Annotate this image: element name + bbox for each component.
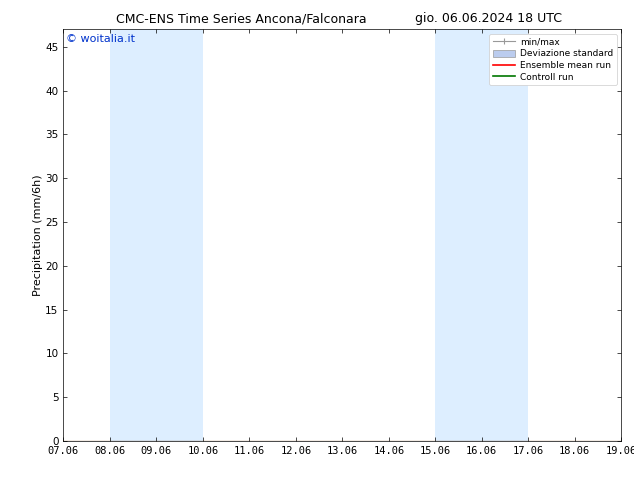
- Legend: min/max, Deviazione standard, Ensemble mean run, Controll run: min/max, Deviazione standard, Ensemble m…: [489, 34, 617, 85]
- Text: gio. 06.06.2024 18 UTC: gio. 06.06.2024 18 UTC: [415, 12, 562, 25]
- Bar: [110, 29, 157, 441]
- Bar: [436, 29, 482, 441]
- Bar: [621, 29, 634, 441]
- Text: CMC-ENS Time Series Ancona/Falconara: CMC-ENS Time Series Ancona/Falconara: [115, 12, 366, 25]
- Text: © woitalia.it: © woitalia.it: [66, 33, 135, 44]
- Bar: [157, 29, 203, 441]
- Y-axis label: Precipitation (mm/6h): Precipitation (mm/6h): [32, 174, 42, 296]
- Bar: [482, 29, 528, 441]
